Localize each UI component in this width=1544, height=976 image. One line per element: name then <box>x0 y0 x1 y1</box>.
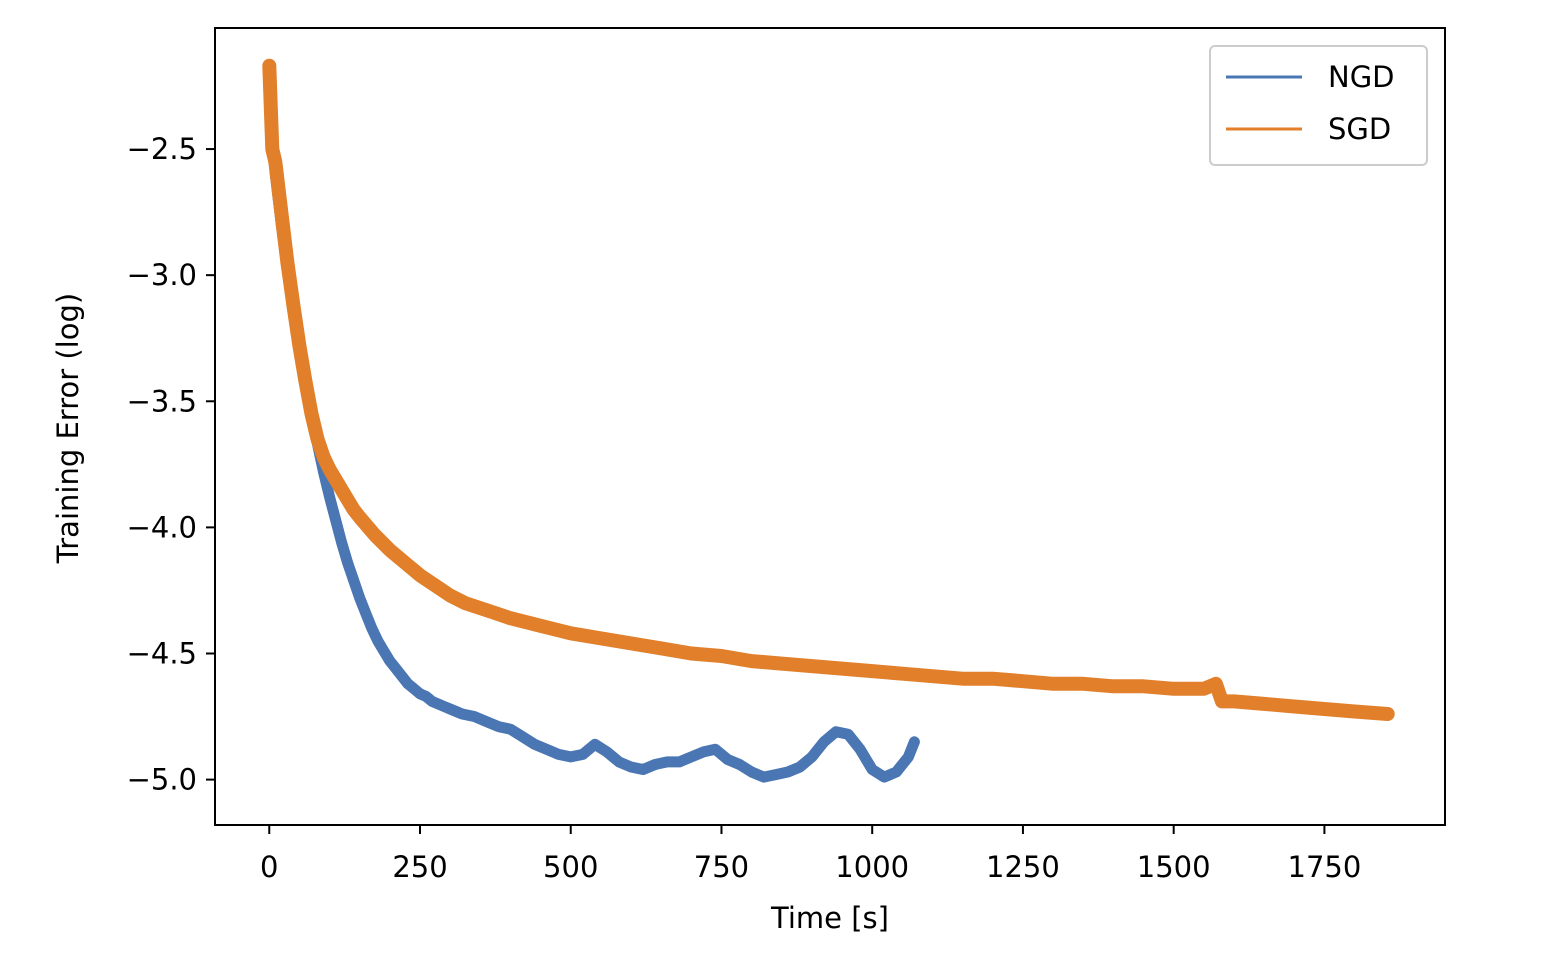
x-tick-label: 1500 <box>1137 850 1211 884</box>
y-tick-label: −4.0 <box>127 510 197 544</box>
series-line-sgd <box>262 58 1395 721</box>
x-axis-ticks: 0 250 500 750 1000 1250 1500 1750 <box>260 825 1361 884</box>
x-tick-label: 500 <box>543 850 598 884</box>
y-axis-label: Training Error (log) <box>51 293 85 564</box>
x-tick-label: 250 <box>392 850 447 884</box>
axes-frame <box>214 27 1446 826</box>
plot-area <box>214 27 1446 826</box>
series-line-ngd <box>263 60 920 783</box>
x-axis-label: Time [s] <box>770 901 889 935</box>
legend: NGD SGD <box>1209 45 1428 166</box>
x-tick-label: 1000 <box>835 850 909 884</box>
y-tick-label: −2.5 <box>127 132 197 166</box>
x-tick-label: 1750 <box>1288 850 1362 884</box>
x-tick-label: 0 <box>260 850 278 884</box>
legend-label-sgd: SGD <box>1328 112 1391 146</box>
y-axis-ticks: −2.5 −3.0 −3.5 −4.0 −4.5 −5.0 <box>127 132 215 797</box>
series-group <box>262 58 1395 783</box>
y-tick-label: −5.0 <box>127 763 197 797</box>
x-tick-label: 1250 <box>986 850 1060 884</box>
x-tick-label: 750 <box>694 850 749 884</box>
legend-label-ngd: NGD <box>1328 60 1395 94</box>
y-tick-label: −3.5 <box>127 384 197 418</box>
y-tick-label: −3.0 <box>127 258 197 292</box>
y-tick-label: −4.5 <box>127 636 197 670</box>
